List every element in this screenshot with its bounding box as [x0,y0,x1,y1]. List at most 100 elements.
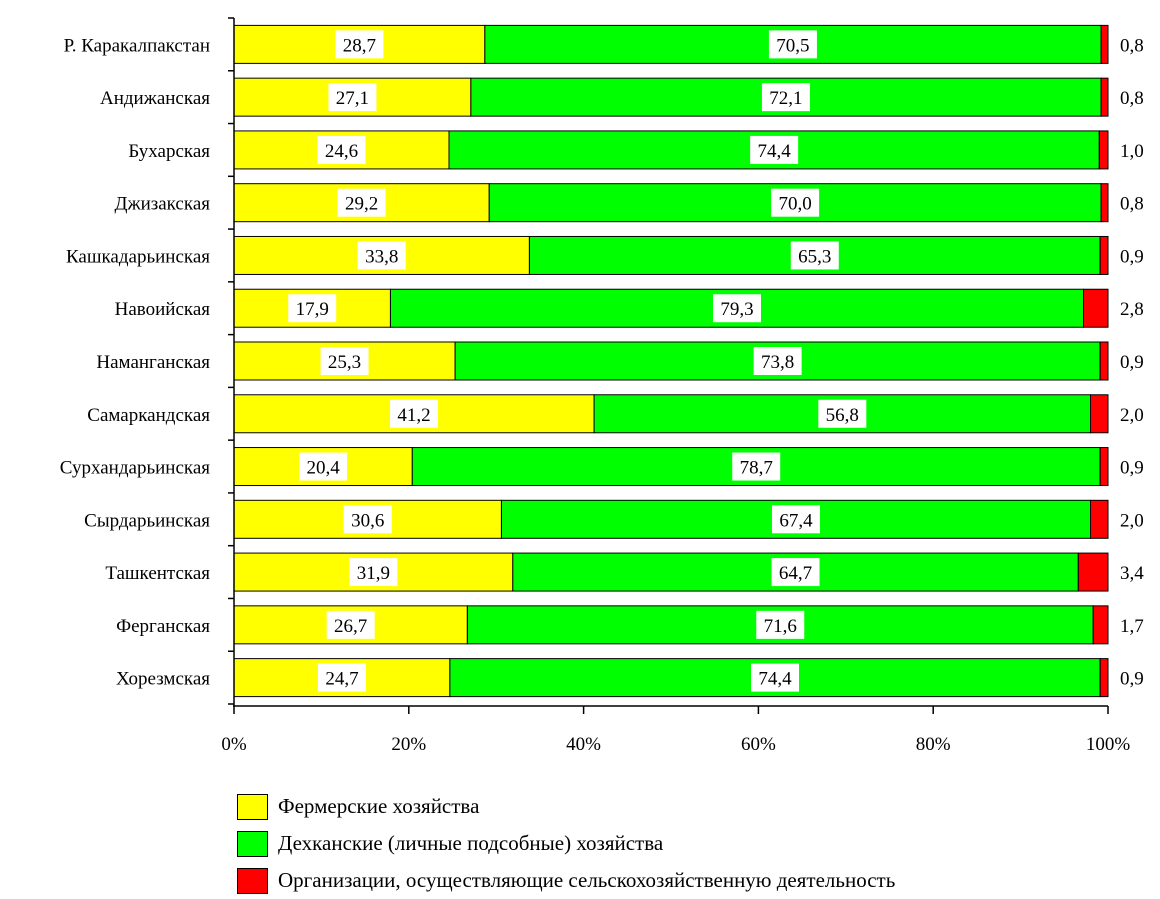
data-label-bg [750,135,799,164]
data-label: 0,8 [1120,194,1144,215]
bar-segment [1100,24,1109,64]
data-label: 2,0 [1120,405,1144,426]
data-label-bg [288,294,337,323]
bar-segment [1098,130,1109,170]
legend-swatch-farms [237,793,268,820]
data-label-bg [761,83,810,112]
data-label: 70,0 [778,194,811,215]
x-tick-label: 0% [221,734,247,755]
data-label: 33,8 [365,246,398,267]
x-tick-label: 80% [916,734,951,755]
data-label: 64,7 [779,563,812,584]
data-label: 41,2 [397,405,430,426]
x-tick-label: 40% [566,734,601,755]
data-label: 31,9 [357,563,390,584]
stacked-bar-chart: Р. Каракалпакстан 28,7 70,5 0,8 Андижанская 2… [60,17,1144,755]
data-label: 25,3 [328,352,361,373]
bar-segment [1083,288,1109,328]
data-label: 24,6 [325,141,358,162]
legend: Фермерские хозяйства Дехканские (личные … [237,788,895,899]
category-label: Р. Каракалпакстан [64,35,210,56]
legend-swatch-organizations [237,867,268,894]
x-tick-label: 100% [1086,734,1131,755]
data-label: 0,9 [1120,246,1144,267]
data-label-bg [317,663,366,692]
category-label: Сурхандарьинская [60,458,210,479]
data-label-bg [328,83,377,112]
data-label: 0,9 [1120,458,1144,479]
data-label: 71,6 [764,616,797,637]
data-label-bg [357,241,406,270]
data-label: 2,8 [1120,299,1144,320]
data-label: 0,9 [1120,352,1144,373]
data-label: 67,4 [779,510,813,531]
bar-segment [1077,552,1109,592]
bar-segment [1100,77,1109,117]
bar-segment [1099,658,1109,698]
data-label-bg [732,452,781,481]
data-label-bg [818,399,867,428]
data-label-bg [343,505,392,534]
data-label: 74,4 [758,141,792,162]
data-label: 0,8 [1120,88,1144,109]
data-label-bg [771,505,820,534]
legend-item-organizations: Организации, осуществляющие сельскохозяй… [237,862,895,899]
data-label-bg [390,399,439,428]
category-label: Сырдарьинская [84,510,210,531]
data-label-bg [326,610,375,639]
data-label-bg [753,347,802,375]
data-label-bg [299,452,348,481]
data-label: 1,0 [1120,141,1144,162]
data-label-bg [756,610,805,639]
data-label: 79,3 [720,299,753,320]
legend-swatch-dehkan [237,830,268,857]
legend-label-dehkan: Дехканские (личные подсобные) хозяйства [278,831,664,855]
category-label: Бухарская [128,141,210,162]
data-label: 74,4 [758,669,792,690]
data-label: 70,5 [776,35,809,56]
category-label: Навоийская [115,299,211,320]
data-label: 72,1 [769,88,802,109]
data-label-bg [320,347,369,375]
data-label-bg [768,30,817,59]
category-label: Ферганская [116,616,210,637]
data-label: 0,8 [1120,35,1144,56]
data-label: 1,7 [1120,616,1144,637]
data-label: 73,8 [761,352,794,373]
category-label: Джизакская [114,194,210,215]
data-label-bg [712,294,761,323]
data-label-bg [771,188,820,217]
data-label: 26,7 [334,616,367,637]
bar-segment [1100,183,1109,223]
category-label: Ташкентская [105,563,210,584]
legend-item-farms: Фермерские хозяйства [237,788,895,825]
category-label: Самаркандская [87,405,210,426]
bar-segment [1099,341,1109,381]
data-label: 56,8 [826,405,859,426]
data-label: 3,4 [1120,563,1144,584]
x-tick-label: 60% [741,734,776,755]
data-label: 27,1 [336,88,369,109]
data-label: 28,7 [343,35,376,56]
bar-segment [1090,499,1109,539]
category-label: Андижанская [100,88,210,109]
data-label: 0,9 [1120,669,1144,690]
data-label: 29,2 [345,194,378,215]
bar-segment [1099,235,1109,275]
data-label-bg [751,663,800,692]
data-label-bg [349,558,398,587]
legend-item-dehkan: Дехканские (личные подсобные) хозяйства [237,825,895,862]
data-label-bg [335,30,384,59]
data-label-bg [790,241,839,270]
legend-label-organizations: Организации, осуществляющие сельскохозяй… [278,868,896,892]
data-label: 24,7 [325,669,358,690]
data-label: 30,6 [351,510,384,531]
bar-segment [1099,447,1109,487]
category-label: Наманганская [96,352,210,373]
category-label: Кашкадарьинская [66,246,210,267]
bar-segment [1092,605,1109,645]
data-label: 17,9 [296,299,329,320]
x-tick-label: 20% [391,734,426,755]
data-label: 65,3 [798,246,831,267]
data-label: 78,7 [740,458,773,479]
